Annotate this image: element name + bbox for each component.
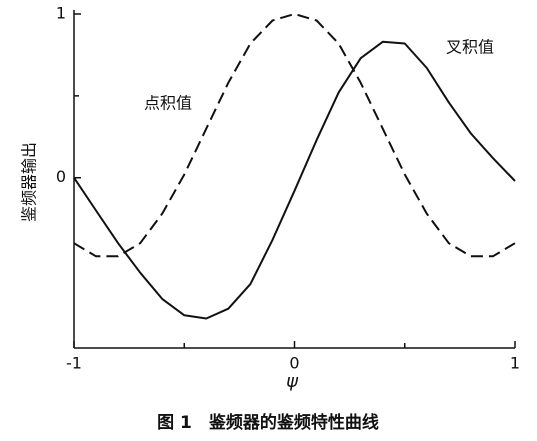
series-line xyxy=(73,40,516,320)
x-tick-label: 1 xyxy=(510,354,520,373)
y-tick-label: 1 xyxy=(56,4,66,23)
series-label: 点积值 xyxy=(144,94,192,113)
x-tick-label: 0 xyxy=(289,354,299,373)
series-label: 叉积值 xyxy=(446,38,494,57)
x-tick-label: -1 xyxy=(66,354,82,373)
chart-title: 图 1 鉴频器的鉴频特性曲线 xyxy=(157,412,379,433)
y-axis-label: 鉴频器输出 xyxy=(20,142,39,222)
x-axis-label: ψ xyxy=(286,371,299,392)
y-tick-label: 0 xyxy=(56,167,66,186)
